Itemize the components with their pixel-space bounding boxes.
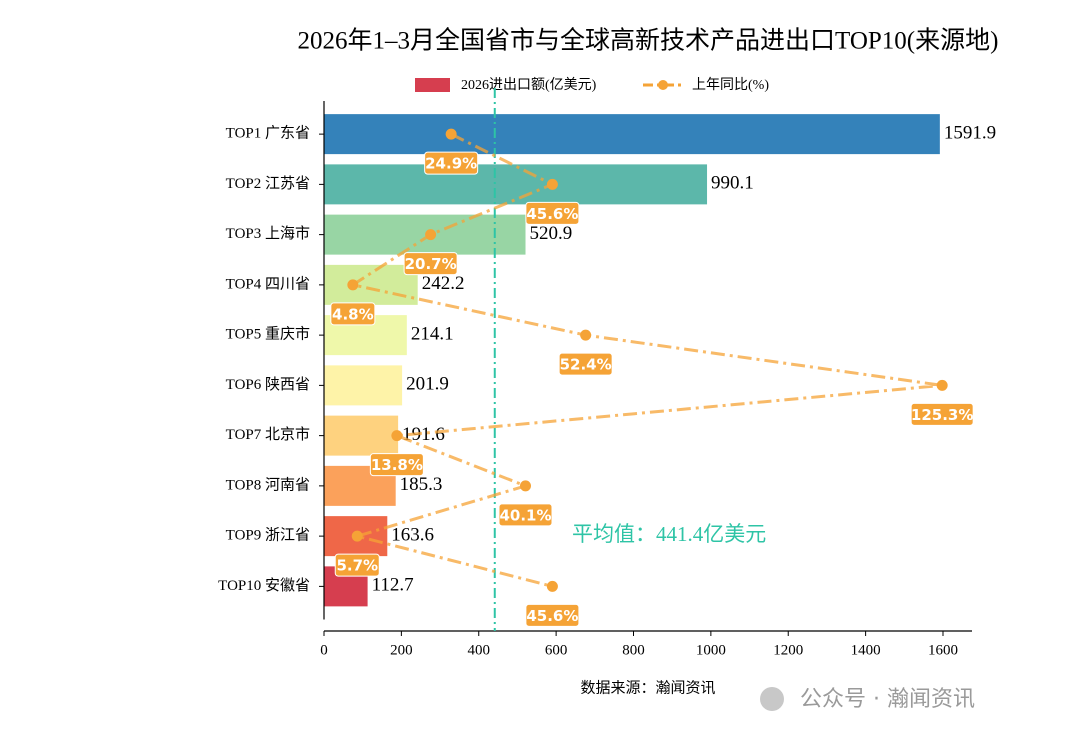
growth-label-box [369,453,424,477]
growth-marker [546,580,558,592]
growth-marker [347,279,359,291]
y-tick-label: TOP2 江苏省 [226,175,310,192]
growth-label: 52.4% [560,356,612,374]
growth-label-box [403,252,458,276]
x-tick-label: 400 [467,642,490,658]
y-tick-label: TOP3 上海市 [226,225,310,242]
wechat-icon [760,687,784,711]
growth-label-box [424,151,479,175]
legend-swatch [415,78,450,92]
growth-label: 24.9% [425,155,477,173]
growth-marker [425,229,437,241]
growth-label: 45.6% [526,607,578,625]
growth-marker [580,329,592,341]
growth-marker [445,128,457,140]
value-label: 990.1 [711,173,754,194]
y-tick-label: TOP4 四川省 [226,275,310,292]
value-label: 1591.9 [944,122,996,143]
growth-label: 20.7% [405,255,457,273]
growth-marker [391,430,403,442]
value-label: 242.2 [422,273,465,294]
x-tick-label: 200 [390,642,413,658]
growth-label-box [525,603,580,627]
value-label: 185.3 [400,474,443,495]
x-tick-label: 1000 [696,642,726,658]
growth-label-box [525,201,580,225]
x-tick-label: 1600 [928,642,958,658]
value-label: 163.6 [391,524,434,545]
legend-marker [658,80,668,90]
bar [324,415,399,456]
x-tick-label: 1200 [773,642,803,658]
y-tick-label: TOP6 陕西省 [226,376,310,393]
value-label: 214.1 [411,323,454,344]
bar [324,365,403,406]
bar [324,214,526,255]
growth-marker [936,379,948,391]
growth-marker [351,530,363,542]
y-tick-label: TOP1 广东省 [226,125,310,142]
growth-label: 40.1% [499,506,551,524]
growth-label: 5.7% [336,557,378,575]
growth-label-box [498,503,553,527]
legend-label: 2026进出口额(亿美元) [461,77,597,93]
y-tick-label: TOP10 安徽省 [218,577,310,594]
x-tick-label: 600 [545,642,568,658]
bar [324,114,940,155]
x-tick-label: 1400 [851,642,881,658]
growth-label-box [330,302,376,326]
growth-marker [519,480,531,492]
value-label: 520.9 [530,223,573,244]
growth-label-box [910,402,974,426]
growth-label-box [558,352,613,376]
value-label: 112.7 [372,575,414,596]
x-tick-label: 800 [622,642,645,658]
watermark: 公众号 · 瀚闻资讯 [800,687,975,712]
y-tick-label: TOP9 浙江省 [226,527,310,544]
y-tick-label: TOP8 河南省 [226,476,310,493]
growth-line [349,132,943,588]
growth-label: 125.3% [911,406,973,424]
bar [324,264,418,305]
chart-title: 2026年1–3月全国省市与全球高新技术产品进出口TOP10(来源地) [298,27,999,55]
growth-label: 45.6% [526,205,578,223]
source: 数据来源：瀚闻资讯 [580,679,715,696]
value-label: 191.6 [402,424,445,445]
growth-label-box [334,553,380,577]
value-label: 201.9 [406,374,449,395]
growth-label: 13.8% [371,456,423,474]
x-tick-label: 0 [320,642,328,658]
y-tick-label: TOP5 重庆市 [226,326,310,343]
average-label: 平均值：441.4亿美元 [572,522,766,546]
legend-label: 上年同比(%) [692,77,769,93]
growth-marker [546,178,558,190]
y-tick-label: TOP7 北京市 [226,426,310,443]
bar [324,164,708,205]
growth-label: 4.8% [332,305,374,323]
